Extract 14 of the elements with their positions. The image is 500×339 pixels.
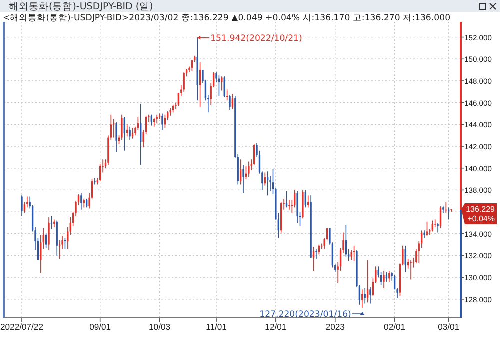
annotation: +0.04% <box>468 214 495 224</box>
subtitle: <해외통화(통합)-USDJPY-BID>2023/03/02 종:136.229 ▲0.049 +0.04% 시:136.170 고:136.270 저:136.000 <box>3 14 451 24</box>
x-tick: 2022/07/22 <box>0 322 44 332</box>
x-tick: 11/01 <box>206 322 227 332</box>
x-tick: 03/01 <box>438 322 460 332</box>
title: 해외통화(통합)-USDJPY-BID (일) <box>9 2 154 12</box>
x-tick: 02/01 <box>384 322 406 332</box>
x-tick: 2023 <box>326 322 345 332</box>
x-tick: 10/03 <box>149 322 171 332</box>
x-tick: 09/01 <box>90 322 112 332</box>
x-tick: 12/01 <box>265 322 287 332</box>
annotation: 127.220(2023/01/16) <box>260 310 352 320</box>
annotation: 151.942(2022/10/21) <box>210 34 302 44</box>
annotation: 136.229 <box>466 205 495 214</box>
